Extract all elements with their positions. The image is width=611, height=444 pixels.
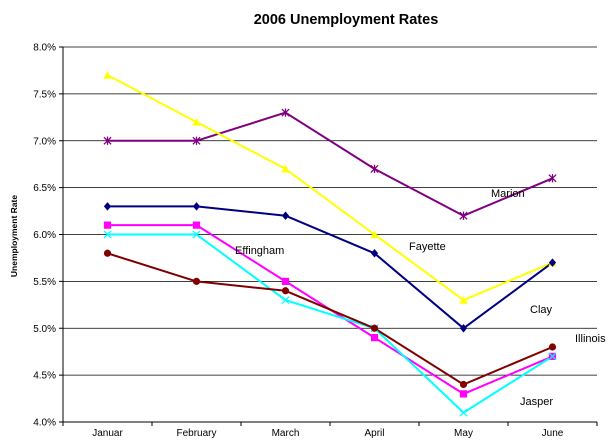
data-point [281,277,290,285]
data-point [459,296,468,304]
x-tick-label: April [364,428,384,439]
series-line-marion [107,111,553,217]
data-point [192,221,201,229]
series-line-jasper [107,233,554,414]
data-point [281,211,290,220]
y-tick-label: 8.0% [33,43,56,54]
series-label-marion: Marion [491,188,525,200]
y-tick-label: 5.5% [33,277,56,288]
y-tick-label: 5.0% [33,324,56,335]
gridlines [63,46,597,376]
data-point [281,287,290,295]
y-tick-label: 4.0% [33,418,56,429]
y-tick-labels: 4.0% 4.5% 5.0% 5.5% 6.0% 6.5% 7.0% 7.5% 8.0% [33,43,56,429]
data-point [370,164,379,173]
y-axis-label: Unemployment Rate [9,195,19,277]
data-point [548,343,557,351]
data-point [192,117,201,126]
series-markers [103,71,557,417]
data-point [459,211,468,220]
data-point [192,277,201,285]
series-lines [107,74,554,414]
data-point [548,258,557,267]
data-point [192,230,201,239]
data-point [281,296,290,305]
series-line-fayette [107,74,553,302]
chart-title: 2006 Unemployment Rates [254,12,439,28]
data-point [281,164,290,173]
data-point [548,174,557,183]
data-point [459,408,468,417]
data-point [103,71,112,79]
data-point [103,230,112,239]
series-label-clay: Clay [530,304,553,316]
series-label-fayette: Fayette [409,241,446,253]
series-label-illinois: Illinois [575,333,606,345]
data-point [370,230,379,239]
data-point [281,108,290,117]
data-point [370,324,379,332]
axes [59,46,598,426]
data-point [548,352,557,361]
x-tick-label: June [542,428,564,439]
data-point [103,136,112,145]
data-point [459,324,468,333]
data-point [103,202,112,211]
y-tick-label: 7.0% [33,136,56,147]
y-tick-label: 4.5% [33,371,56,382]
data-point [103,249,112,257]
series-line-illinois [107,252,553,386]
x-tick-label: May [454,428,473,439]
series-label-jasper: Jasper [520,396,553,408]
data-point [192,202,201,211]
data-point [370,334,379,342]
series-line-clay [107,205,554,330]
x-tick-labels: Januar February March April May June [92,428,564,439]
y-tick-label: 6.5% [33,183,56,194]
series-labels: Marion Fayette Clay Effingham Jasper Illinois [235,188,606,408]
x-tick-label: February [176,428,216,439]
data-point [103,221,112,229]
x-tick-label: Januar [92,428,123,439]
data-point [370,249,379,258]
series-label-effingham: Effingham [235,245,284,257]
y-tick-label: 6.0% [33,230,56,241]
y-tick-label: 7.5% [33,89,56,100]
data-point [459,380,468,389]
x-tick-label: March [272,428,300,439]
data-point [459,390,468,398]
data-point [192,136,201,145]
